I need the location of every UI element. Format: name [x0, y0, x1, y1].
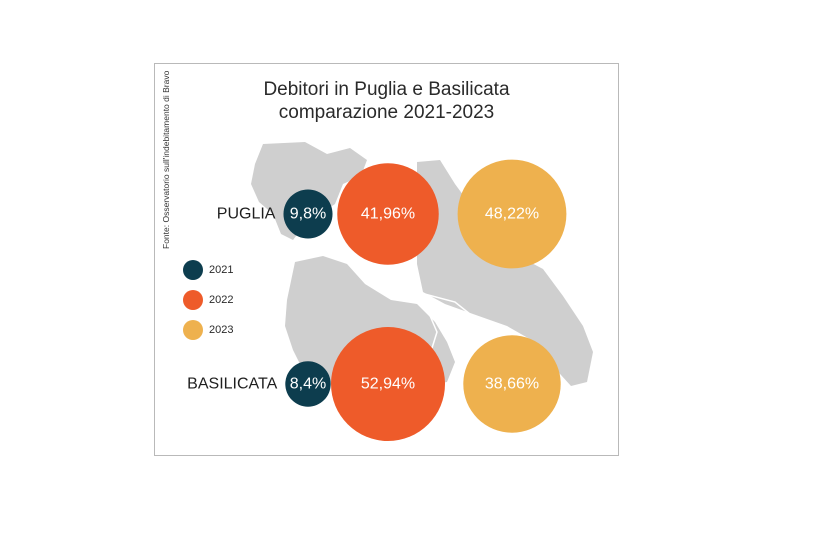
bubble-value-label: 8,4%: [290, 376, 326, 393]
region-row-puglia: PUGLIA 9,8% 41,96% 48,22%: [217, 159, 567, 269]
legend-label-2023: 2023: [209, 324, 233, 336]
bubble-value-label: 41,96%: [361, 206, 415, 223]
legend-swatch-2023: [183, 320, 203, 340]
bubble-basilicata-2021: [285, 361, 331, 407]
legend-swatch-2022: [183, 290, 203, 310]
bubble-puglia-2023: [457, 159, 567, 269]
bubble-value-label: 38,66%: [485, 376, 539, 393]
bubble-puglia-2021: [283, 189, 333, 239]
bubble-chart: 2021 2022 2023 PUGLIA 9,8% 41,96% 48,22% BASIL…: [183, 142, 593, 441]
region-label: BASILICATA: [187, 376, 277, 393]
bubble-basilicata-2023: [463, 335, 561, 433]
bubble-value-label: 48,22%: [485, 206, 539, 223]
bubble-basilicata-2022: [331, 327, 445, 441]
chart-title-line-2: comparazione 2021-2023: [278, 102, 495, 123]
chart-frame: Debitori in Puglia e Basilicata comparaz…: [154, 63, 619, 456]
bubble-rows: PUGLIA 9,8% 41,96% 48,22% BASILICATA 8,4% 52,9…: [187, 159, 567, 441]
chart-title-line-1: Debitori in Puglia e Basilicata: [263, 79, 510, 100]
chart-title: Debitori in Puglia e Basilicata comparaz…: [155, 78, 618, 124]
bubble-value-label: 9,8%: [290, 206, 326, 223]
legend-label-2021: 2021: [209, 264, 233, 276]
map-border-line: [416, 291, 486, 327]
bubble-value-label: 52,94%: [361, 376, 415, 393]
region-row-basilicata: BASILICATA 8,4% 52,94% 38,66%: [187, 327, 561, 441]
legend-label-2022: 2022: [209, 294, 233, 306]
legend-swatch-2021: [183, 260, 203, 280]
bubble-puglia-2022: [337, 163, 439, 265]
region-label: PUGLIA: [217, 206, 276, 223]
source-note: Fonte: Osservatorio sull'indebitamento d…: [161, 70, 171, 249]
legend: 2021 2022 2023: [183, 260, 233, 340]
